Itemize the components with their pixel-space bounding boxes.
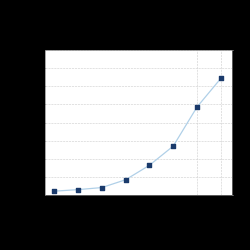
Point xyxy=(76,188,80,192)
Point xyxy=(52,189,56,193)
X-axis label: Human USP42
Concentration (ng/ml): Human USP42 Concentration (ng/ml) xyxy=(104,210,174,220)
Point xyxy=(148,163,152,167)
Point xyxy=(219,76,223,80)
Point xyxy=(124,178,128,182)
Y-axis label: OD: OD xyxy=(23,118,28,128)
Point xyxy=(100,186,104,190)
Point xyxy=(195,105,199,109)
Point xyxy=(171,144,175,148)
